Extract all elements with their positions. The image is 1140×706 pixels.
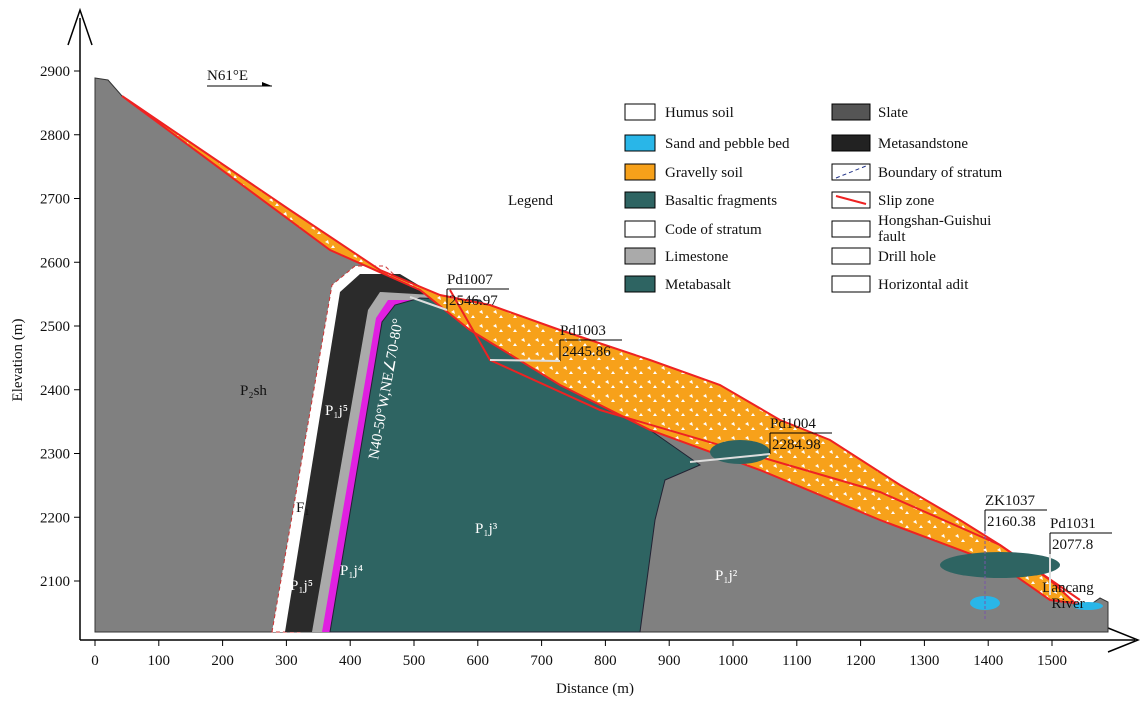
legend-swatch — [625, 276, 655, 292]
drill-elevation: 2077.8 — [1052, 537, 1093, 553]
basalt-lens — [940, 552, 1060, 578]
y-tick-label: 2100 — [40, 574, 70, 590]
legend-label: Basaltic fragments — [665, 193, 777, 209]
legend-swatch — [832, 221, 870, 237]
stratum-label: P₁j² — [715, 568, 738, 584]
legend-swatch — [625, 104, 655, 120]
y-tick-label: 2300 — [40, 447, 70, 463]
y-tick-label: 2200 — [40, 510, 70, 526]
legend-label: Gravelly soil — [665, 165, 743, 181]
legend-swatch — [625, 164, 655, 180]
stratum-label: P₁j⁵ — [290, 578, 313, 594]
legend-label: Humus soil — [665, 105, 734, 121]
y-tick-label: 2600 — [40, 255, 70, 271]
legend-label: Slate — [878, 105, 908, 121]
drill-elevation: 2160.38 — [987, 514, 1036, 530]
drill-elevation: 2284.98 — [772, 437, 821, 453]
y-tick-label: 2500 — [40, 319, 70, 335]
legend-label: Horizontal adit — [878, 277, 969, 293]
x-tick-label: 1100 — [782, 653, 811, 669]
legend-label: Hongshan-Guishui — [878, 213, 991, 229]
river-label: River — [1051, 596, 1084, 612]
legend-label: Metasandstone — [878, 136, 968, 152]
fault-label: F₁ — [296, 500, 310, 516]
x-tick-label: 500 — [403, 653, 426, 669]
y-label: Elevation (m) — [10, 319, 26, 402]
stratum-label: P₂sh — [240, 383, 267, 399]
x-label: Distance (m) — [556, 681, 634, 697]
legend-swatch — [832, 276, 870, 292]
x-tick-label: 600 — [467, 653, 490, 669]
direction-head — [262, 82, 272, 86]
y-tick-label: 2400 — [40, 383, 70, 399]
legend-label: Slip zone — [878, 193, 935, 209]
legend: Humus soil Sand and pebble bed Gravelly so… — [625, 104, 1002, 293]
stratum-label: P₁j⁴ — [340, 563, 363, 579]
x-tick-label: 300 — [275, 653, 298, 669]
legend-swatch — [625, 221, 655, 237]
basalt-lens — [710, 440, 770, 464]
y-tick-label: 2700 — [40, 192, 70, 208]
x-tick-label: 700 — [530, 653, 553, 669]
stratum-label: P₁j³ — [475, 521, 498, 537]
legend-swatch — [625, 248, 655, 264]
legend-label: Sand and pebble bed — [665, 136, 790, 152]
direction: N61°E — [207, 68, 248, 84]
x-tick-label: 0 — [91, 653, 99, 669]
x-tick-label: 1300 — [909, 653, 939, 669]
legend-label: Metabasalt — [665, 277, 732, 293]
legend-label: Code of stratum — [665, 222, 762, 238]
x-tick-label: 800 — [594, 653, 617, 669]
x-tick-label: 1400 — [973, 653, 1003, 669]
legend-swatch — [832, 248, 870, 264]
drill-name: Pd1031 — [1050, 516, 1096, 532]
drill-elevation: 2546.97 — [449, 293, 498, 309]
y-tick-label: 2900 — [40, 64, 70, 80]
drill-name: Pd1003 — [560, 323, 606, 339]
drill-name: Pd1007 — [447, 272, 493, 288]
y-tick-label: 2800 — [40, 128, 70, 144]
x-tick-label: 400 — [339, 653, 362, 669]
x-tick-label: 200 — [211, 653, 234, 669]
legend-label: Drill hole — [878, 249, 936, 265]
adit — [490, 360, 560, 361]
x-tick-label: 900 — [658, 653, 681, 669]
drill-elevation: 2445.86 — [562, 344, 611, 360]
legend-swatch — [625, 192, 655, 208]
x-tick-label: 1200 — [846, 653, 876, 669]
legend-swatch — [832, 104, 870, 120]
legend-title: Legend — [508, 193, 553, 209]
legend-label: Boundary of stratum — [878, 165, 1002, 181]
legend-label: Limestone — [665, 249, 729, 265]
drill-name: Pd1004 — [770, 416, 816, 432]
x-tick-label: 1000 — [718, 653, 748, 669]
legend-label: fault — [878, 229, 906, 245]
drill-name: ZK1037 — [985, 493, 1035, 509]
stratum-label: P₁j⁵ — [325, 403, 348, 419]
cross-section: Distance (m) Elevation (m) N61°E P₂sh P₁… — [0, 0, 1140, 701]
legend-swatch — [625, 135, 655, 151]
legend-swatch — [832, 135, 870, 151]
x-tick-label: 1500 — [1037, 653, 1067, 669]
x-tick-label: 100 — [148, 653, 171, 669]
